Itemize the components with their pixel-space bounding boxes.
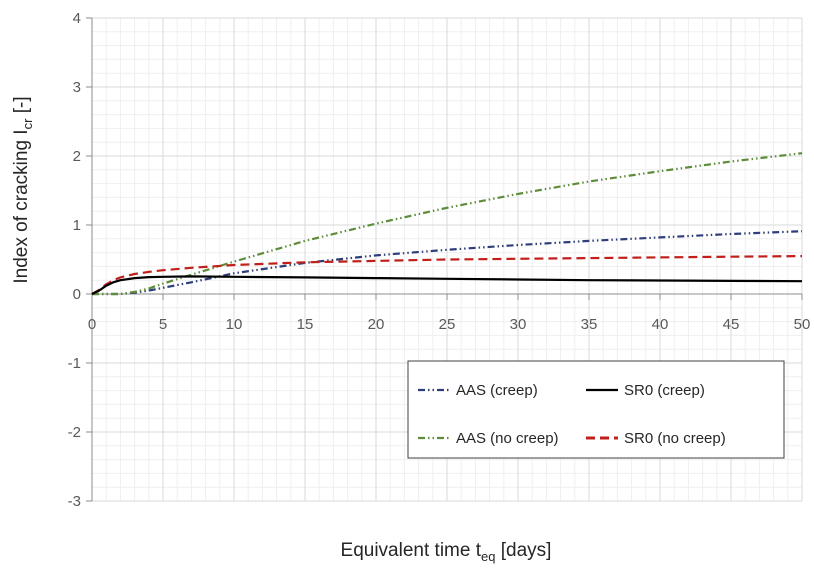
x-tick-labels: 0 5 10 15 20 25 30 35 40 45 50	[88, 316, 811, 333]
x-tick-label: 15	[297, 316, 314, 333]
y-tick-labels: -3 -2 -1 0 1 2 3 4	[68, 10, 81, 510]
legend-label: AAS (creep)	[456, 382, 538, 399]
x-axis-title: Equivalent time teq [days]	[341, 540, 552, 564]
x-tick-label: 0	[88, 316, 96, 333]
axes	[86, 17, 803, 502]
x-tick-label: 45	[723, 316, 740, 333]
y-axis-title: Index of cracking Icr [-]	[11, 96, 35, 283]
series-line-sr0-no-creep	[91, 255, 803, 295]
legend-label: SR0 (creep)	[624, 382, 705, 399]
legend-item: SR0 (creep)	[586, 382, 705, 399]
legend-box	[407, 360, 785, 459]
series-line-aas-no-creep	[92, 152, 803, 296]
series-line-sr0-creep	[91, 275, 803, 295]
y-tick-label: -3	[68, 493, 81, 510]
legend: AAS (creep) SR0 (creep) AAS (no creep) SR0 …	[407, 360, 785, 459]
y-tick-label: 3	[73, 79, 81, 96]
series-lines	[91, 152, 803, 296]
legend-item: AAS (creep)	[418, 382, 538, 399]
x-tick-label: 50	[794, 316, 811, 333]
legend-label: AAS (no creep)	[456, 430, 559, 447]
svg-text:Equivalent time teq [days]: Equivalent time teq [days]	[341, 540, 552, 564]
x-tick-label: 30	[510, 316, 527, 333]
y-tick-label: -1	[68, 355, 81, 372]
svg-text:Index of cracking Icr [-]: Index of cracking Icr [-]	[11, 96, 35, 283]
x-tick-label: 10	[226, 316, 243, 333]
y-tick-label: -2	[68, 424, 81, 441]
series-line-aas-creep	[92, 230, 803, 296]
x-tick-label: 35	[581, 316, 598, 333]
legend-item: AAS (no creep)	[418, 430, 559, 447]
legend-item: SR0 (no creep)	[586, 430, 726, 447]
x-tick-label: 40	[652, 316, 669, 333]
y-tick-label: 4	[73, 10, 81, 27]
y-tick-label: 0	[73, 286, 81, 303]
y-tick-label: 1	[73, 217, 81, 234]
x-tick-label: 5	[159, 316, 167, 333]
x-tick-label: 20	[368, 316, 385, 333]
x-tick-label: 25	[439, 316, 456, 333]
legend-label: SR0 (no creep)	[624, 430, 726, 447]
y-tick-label: 2	[73, 148, 81, 165]
